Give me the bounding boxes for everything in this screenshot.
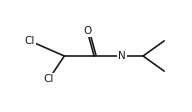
Text: Cl: Cl [25, 36, 35, 46]
Text: N: N [118, 51, 126, 61]
Text: Cl: Cl [44, 74, 54, 84]
Text: O: O [83, 26, 91, 36]
